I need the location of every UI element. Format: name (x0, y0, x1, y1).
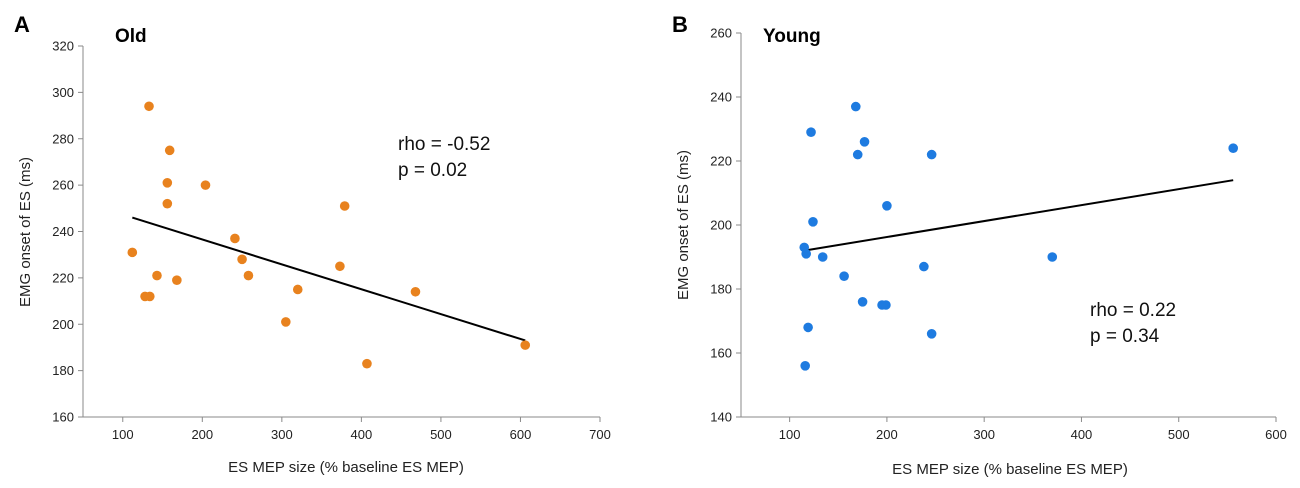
y-tick-label: 160 (710, 346, 732, 361)
data-point (919, 261, 929, 272)
data-point (162, 178, 173, 188)
data-point (200, 180, 211, 190)
x-tick-label: 400 (1071, 427, 1093, 442)
data-point (882, 201, 892, 211)
p-value-annotation: p = 0.34 (1090, 326, 1160, 347)
data-point (806, 127, 816, 137)
x-axis-ticks: 100 200 300 400 500 600 (779, 417, 1287, 442)
y-tick-label: 180 (710, 282, 732, 297)
data-point (926, 329, 937, 339)
data-point (803, 322, 813, 333)
p-value-annotation: p = 0.02 (398, 160, 467, 181)
data-point (292, 284, 303, 295)
x-tick-label: 500 (430, 427, 452, 442)
y-tick-label: 140 (710, 410, 732, 425)
data-point (152, 270, 162, 281)
y-tick-label: 160 (52, 410, 74, 425)
chart-title-young: Young (763, 26, 821, 47)
y-tick-label: 200 (710, 218, 732, 233)
data-point (172, 275, 182, 285)
x-tick-label: 300 (973, 427, 995, 442)
y-axis-ticks: 140 160 180 200 220 240 260 (710, 26, 741, 425)
x-tick-label: 100 (112, 427, 134, 442)
data-point (335, 261, 345, 272)
trend-line (804, 179, 1234, 252)
data-point (145, 291, 155, 302)
data-points (127, 101, 531, 369)
rho-annotation: rho = 0.22 (1090, 300, 1176, 321)
axes (740, 33, 1276, 418)
data-point (162, 198, 173, 209)
panel-old: A Old 160 180 200 220 240 260 280 300 320 100 200… (14, 12, 611, 476)
data-points (799, 101, 1238, 371)
y-axis-ticks: 160 180 200 220 240 260 280 300 320 (52, 39, 83, 425)
x-tick-label: 500 (1168, 427, 1190, 442)
data-point (281, 317, 291, 327)
data-point (339, 201, 350, 211)
y-tick-label: 280 (52, 131, 74, 146)
data-point (127, 247, 138, 258)
data-point (850, 101, 861, 112)
axes (82, 46, 600, 418)
y-tick-label: 320 (52, 39, 74, 54)
y-tick-label: 300 (52, 85, 74, 100)
x-axis-title: ES MEP size (% baseline ES MEP) (228, 459, 464, 476)
x-axis-title: ES MEP size (% baseline ES MEP) (892, 461, 1128, 478)
x-tick-label: 200 (876, 427, 898, 442)
x-tick-label: 200 (191, 427, 213, 442)
data-point (144, 101, 154, 112)
x-tick-label: 100 (779, 427, 801, 442)
y-tick-label: 220 (710, 154, 732, 169)
x-tick-label: 600 (1265, 427, 1287, 442)
data-point (808, 217, 818, 227)
rho-annotation: rho = -0.52 (398, 134, 490, 155)
data-point (839, 271, 849, 282)
x-axis-ticks: 100 200 300 400 500 600 700 (112, 417, 611, 442)
trendline-group (132, 216, 526, 342)
data-point (817, 252, 828, 262)
data-point (1228, 143, 1238, 153)
y-tick-label: 200 (52, 317, 74, 332)
y-tick-label: 180 (52, 363, 74, 378)
data-point (410, 286, 421, 297)
data-point (230, 233, 240, 244)
data-point (520, 340, 531, 350)
data-point (881, 300, 891, 310)
y-tick-label: 260 (52, 178, 74, 193)
y-tick-label: 220 (52, 270, 74, 285)
x-tick-label: 400 (351, 427, 373, 442)
trend-line (132, 216, 526, 342)
data-point (801, 249, 811, 259)
y-tick-label: 240 (52, 224, 74, 239)
data-point (852, 149, 863, 160)
data-point (857, 297, 868, 307)
data-point (237, 254, 247, 265)
y-axis-title: EMG onset of ES (ms) (17, 157, 34, 307)
data-point (859, 137, 870, 147)
data-point (362, 358, 372, 369)
data-point (800, 361, 810, 371)
y-tick-label: 260 (710, 26, 732, 41)
panel-label-b: B (672, 12, 688, 37)
x-tick-label: 300 (271, 427, 293, 442)
x-tick-label: 600 (510, 427, 532, 442)
data-point (164, 145, 175, 156)
trendline-group (804, 179, 1234, 252)
panel-label-a: A (14, 12, 30, 37)
data-point (243, 270, 254, 281)
chart-title-old: Old (115, 26, 147, 47)
data-point (1047, 252, 1058, 262)
x-tick-label: 700 (589, 427, 611, 442)
panel-young: B Young 140 160 180 200 220 240 260 100 200 300 4… (672, 12, 1287, 478)
y-tick-label: 240 (710, 90, 732, 105)
data-point (926, 149, 937, 160)
y-axis-title: EMG onset of ES (ms) (675, 150, 692, 300)
